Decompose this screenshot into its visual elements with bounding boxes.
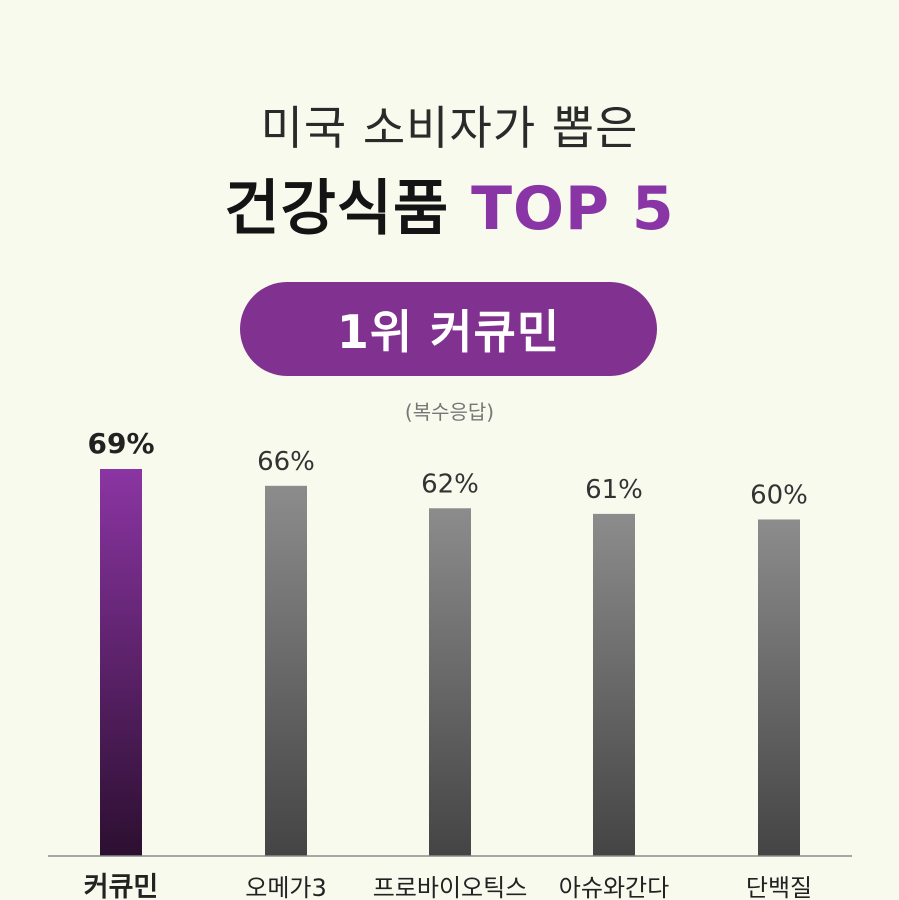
bar-3 bbox=[429, 508, 471, 856]
category-label-2: 오메가3 bbox=[245, 874, 327, 900]
value-label-2: 66% bbox=[257, 447, 315, 477]
category-label-5: 단백질 bbox=[746, 874, 812, 900]
bar-2 bbox=[265, 485, 307, 856]
headline-accent: TOP 5 bbox=[471, 174, 675, 244]
value-label-1: 69% bbox=[87, 427, 154, 460]
category-label-1: 커큐민 bbox=[84, 872, 159, 900]
subtitle: 미국 소비자가 뽑은 bbox=[260, 101, 639, 155]
headline-main: 건강식품 bbox=[224, 174, 450, 244]
category-label-4: 아슈와간다 bbox=[559, 874, 669, 900]
headline: 건강식품 TOP 5 bbox=[0, 160, 899, 247]
rank-badge: 1위 커큐민 bbox=[240, 282, 657, 376]
bar-4 bbox=[593, 513, 635, 856]
value-label-3: 62% bbox=[421, 469, 479, 499]
bar-5 bbox=[758, 519, 800, 856]
response-note: (복수응답) bbox=[404, 400, 495, 424]
value-label-4: 61% bbox=[585, 475, 643, 505]
category-label-3: 프로바이오틱스 bbox=[373, 874, 528, 900]
rank-badge-label: 1위 커큐민 bbox=[336, 305, 561, 359]
bar-1 bbox=[100, 469, 142, 856]
value-label-5: 60% bbox=[750, 480, 808, 510]
